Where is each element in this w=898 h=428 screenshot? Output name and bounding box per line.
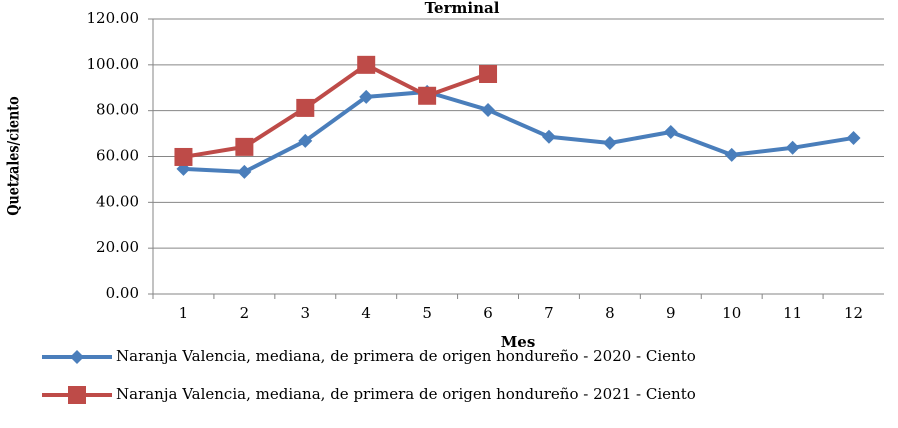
y-tick-label: 120.00: [87, 9, 140, 27]
y-tick-label: 60.00: [96, 147, 139, 165]
marker: [785, 140, 800, 155]
marker: [298, 133, 313, 148]
chart-title: Terminal: [425, 0, 500, 17]
legend-label: Naranja Valencia, mediana, de primera de…: [116, 385, 696, 403]
marker: [479, 65, 498, 83]
x-tick-label: 11: [783, 304, 802, 322]
series-line: [183, 89, 854, 174]
marker: [296, 98, 315, 117]
x-tick-label: 6: [483, 304, 493, 322]
marker: [846, 130, 861, 145]
marker: [602, 135, 617, 150]
y-tick-label: 40.00: [96, 192, 139, 210]
x-tick-label: 3: [301, 304, 311, 322]
x-tick-label: 2: [240, 304, 250, 322]
marker: [663, 124, 678, 139]
y-tick-label: 20.00: [96, 238, 139, 256]
x-tick-label: 8: [605, 304, 615, 322]
marker: [357, 55, 376, 74]
x-tick-label: 7: [544, 304, 554, 322]
legend-item: Naranja Valencia, mediana, de primera de…: [116, 347, 696, 365]
marker: [235, 137, 254, 156]
marker: [237, 164, 252, 179]
x-tick-label: 12: [844, 304, 863, 322]
marker: [418, 86, 437, 105]
x-axis-label: Mes: [501, 333, 536, 351]
legend-label: Naranja Valencia, mediana, de primera de…: [116, 347, 696, 365]
y-tick-label: 100.00: [87, 55, 140, 73]
marker: [68, 386, 86, 404]
marker: [541, 129, 556, 144]
x-tick-label: 1: [179, 304, 189, 322]
series-line: [183, 62, 489, 159]
marker: [724, 147, 739, 162]
y-tick-label: 80.00: [96, 101, 139, 119]
y-axis-label: Quetzales/ciento: [4, 96, 23, 216]
legend-item: Naranja Valencia, mediana, de primera de…: [116, 385, 696, 403]
x-tick-label: 4: [361, 304, 371, 322]
marker: [359, 89, 374, 104]
marker: [174, 147, 193, 166]
marker: [70, 350, 84, 364]
x-tick-label: 5: [422, 304, 432, 322]
x-tick-label: 10: [722, 304, 741, 322]
x-tick-label: 9: [666, 304, 676, 322]
marker: [481, 102, 496, 117]
y-tick-label: 0.00: [106, 284, 139, 302]
